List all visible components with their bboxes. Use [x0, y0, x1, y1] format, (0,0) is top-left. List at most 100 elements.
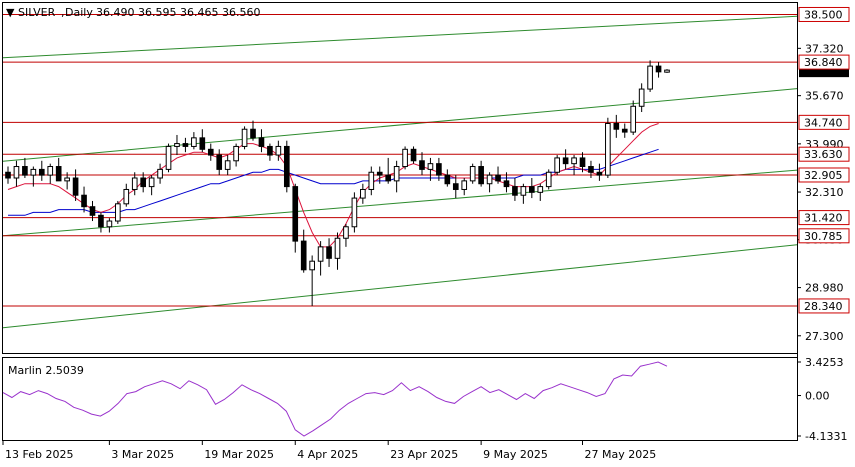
candle-body-bull [486, 174, 493, 185]
candle-body-bear [182, 143, 189, 147]
level-label-3: 34.740 [798, 114, 850, 130]
header-arrow-icon[interactable]: ▼ [6, 6, 15, 19]
candle-body-bear [72, 177, 79, 196]
price-tick-label: 28.980 [805, 282, 844, 295]
candle [123, 183, 130, 207]
date-axis: 13 Feb 2025 3 Mar 2025 19 Mar 2025 4 Apr 20… [2, 441, 657, 461]
candle [486, 172, 493, 193]
candle [452, 175, 459, 199]
candle-body-bull [469, 166, 476, 182]
candle-body-bear [250, 128, 256, 139]
candle [427, 157, 434, 181]
candle-body-bull [174, 143, 180, 147]
candle-body-bull [664, 69, 670, 73]
level-label-text: 32.905 [804, 169, 843, 182]
candle-body-bull [461, 180, 468, 190]
candle-body-bear [283, 145, 290, 188]
level-label-box [798, 114, 850, 130]
candle-body-bull [427, 163, 434, 170]
candle [64, 172, 70, 190]
indicator-tick-label: 0.00 [805, 390, 830, 403]
candle-body-bear [655, 65, 662, 73]
marlin-oscillator [2, 361, 668, 437]
channel-line-1[interactable] [2, 15, 798, 59]
candle [300, 229, 307, 273]
candle [605, 117, 611, 178]
candle [191, 132, 197, 150]
candle-body-bear [22, 166, 28, 176]
candle [613, 114, 620, 138]
candle-body-bull [30, 168, 37, 176]
candle [115, 200, 121, 224]
candle-body-bull [368, 171, 375, 190]
candle [5, 166, 11, 184]
candle-body-bull [638, 88, 645, 107]
level-label-text: 34.740 [804, 116, 843, 129]
horizontal-levels[interactable] [3, 13, 797, 307]
candle [30, 166, 37, 187]
level-label-7: 30.785 [798, 228, 850, 244]
channel-line-3[interactable] [2, 169, 798, 237]
candle-body-bear [38, 168, 45, 176]
candle-body-bear [326, 246, 332, 259]
candle-body-bear [579, 157, 586, 168]
level-label-5: 32.905 [798, 167, 850, 183]
date-tick-label: 27 May 2025 [585, 448, 657, 461]
candle-body-bear [140, 177, 147, 188]
candle [655, 62, 662, 78]
candle-body-bear [55, 166, 62, 182]
price-tick-label: 35.670 [805, 90, 844, 103]
candle-body-bull [630, 105, 637, 133]
candle [174, 134, 180, 156]
candle-body-bull [520, 186, 527, 196]
candle [469, 163, 476, 184]
candle-body-bull [554, 157, 560, 173]
level-label-text: 33.630 [804, 148, 843, 161]
candle-body-bull [47, 166, 54, 176]
candle [621, 123, 628, 138]
candle-body-bear [444, 174, 451, 185]
date-tick-label: 4 Apr 2025 [297, 448, 358, 461]
candle [165, 143, 172, 173]
candle-body-bear [495, 174, 501, 182]
candle [22, 157, 28, 178]
level-label-box [798, 210, 850, 226]
channel-line-2[interactable] [2, 88, 798, 162]
candle-body-bull [605, 122, 611, 176]
date-tick-label: 9 May 2025 [483, 448, 548, 461]
candle-body-bull [317, 246, 324, 262]
level-price-labels: 38.500 36.840 34.740 33.630 32.905 31.420 30.7… [798, 6, 850, 314]
candle [148, 175, 155, 196]
candle [436, 157, 442, 181]
candle [503, 172, 510, 193]
candle [283, 140, 290, 193]
date-tick-label: 19 Mar 2025 [204, 448, 274, 461]
candle-body-bull [309, 260, 315, 271]
candle-body-bear [596, 171, 603, 176]
candle [317, 241, 324, 276]
level-label-box [798, 228, 850, 244]
candle-body-bull [64, 177, 70, 182]
level-label-box [798, 167, 850, 183]
candle [571, 155, 577, 176]
candle [199, 129, 206, 153]
candle-body-bear [410, 148, 417, 162]
candle [140, 172, 147, 193]
channel-line-4[interactable] [2, 244, 798, 329]
candle-body-bull [545, 171, 552, 188]
candle-body-bull [275, 145, 282, 156]
price-tick-label: 32.310 [805, 186, 844, 199]
candle-body-bear [300, 240, 307, 271]
level-label-text: 28.340 [804, 300, 843, 313]
candle [461, 178, 468, 196]
candle-body-bull [241, 128, 248, 147]
candle [512, 178, 518, 201]
candle [47, 163, 54, 184]
date-tick-label: 23 Apr 2025 [390, 448, 458, 461]
level-label-4: 33.630 [798, 146, 850, 162]
header-symbol: SILVER [18, 6, 56, 19]
indicator-tick-label: -4.1331 [805, 430, 847, 443]
candle [444, 169, 451, 187]
candle [326, 238, 332, 267]
level-label-2: 36.840 [798, 54, 850, 70]
